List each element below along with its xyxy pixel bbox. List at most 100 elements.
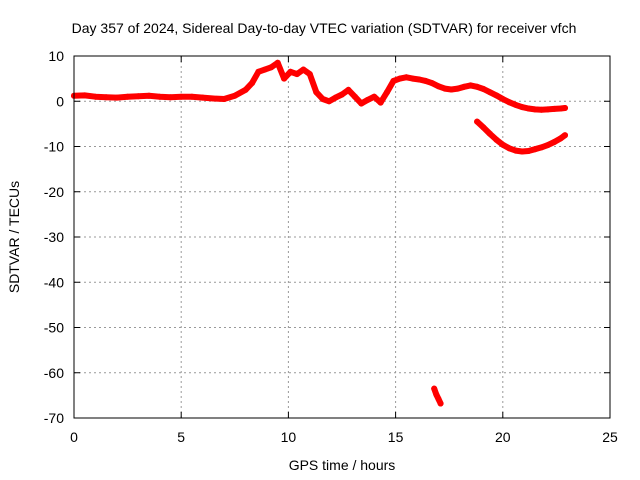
data-point xyxy=(261,66,268,73)
data-point xyxy=(313,89,320,96)
x-axis-label: GPS time / hours xyxy=(289,457,396,473)
data-point xyxy=(326,98,333,105)
data-point xyxy=(306,71,313,78)
data-point xyxy=(532,106,538,113)
data-point xyxy=(538,106,545,113)
data-point xyxy=(474,118,481,125)
data-point xyxy=(351,93,358,100)
data-point xyxy=(358,100,365,107)
data-point xyxy=(294,71,300,78)
data-point xyxy=(268,64,275,71)
y-tick-labels: 10 0 -10 -20 -30 -40 -50 -60 -70 xyxy=(44,48,64,426)
data-point xyxy=(525,148,532,154)
data-point xyxy=(364,96,371,103)
data-point xyxy=(486,130,493,137)
data-point xyxy=(178,93,185,100)
data-point xyxy=(81,92,88,99)
data-point xyxy=(551,139,558,145)
data-point xyxy=(199,94,206,101)
data-point xyxy=(188,93,195,100)
data-point xyxy=(512,101,519,108)
data-point xyxy=(562,132,568,139)
y-tick-label: -70 xyxy=(44,410,64,426)
data-point xyxy=(544,106,551,113)
data-point xyxy=(480,86,487,92)
y-tick-label: -30 xyxy=(44,229,64,245)
data-point xyxy=(544,142,551,149)
data-point xyxy=(390,77,397,84)
data-point xyxy=(437,400,444,407)
x-tick-label: 15 xyxy=(388,429,404,445)
data-point xyxy=(499,141,506,148)
y-tick-label: 0 xyxy=(56,93,64,109)
data-point xyxy=(377,99,384,106)
data-point xyxy=(486,89,493,96)
data-point xyxy=(435,83,442,90)
data-point xyxy=(431,385,438,392)
data-point xyxy=(255,68,262,75)
y-tick-label: -20 xyxy=(44,184,64,200)
data-point xyxy=(422,77,429,84)
data-point xyxy=(319,96,326,102)
data-point xyxy=(467,82,474,89)
x-tick-label: 0 xyxy=(70,429,78,445)
data-point xyxy=(403,74,410,81)
data-point xyxy=(506,99,513,106)
y-axis-label: SDTVAR / TECUs xyxy=(6,181,22,293)
data-series xyxy=(71,59,568,407)
data-point xyxy=(167,94,174,101)
data-point xyxy=(493,136,500,143)
series-line-main xyxy=(71,59,568,113)
data-point xyxy=(92,93,99,100)
y-tick-label: -10 xyxy=(44,139,64,155)
data-point xyxy=(135,93,142,100)
data-point xyxy=(461,83,468,90)
data-point xyxy=(287,68,294,75)
data-point xyxy=(441,85,448,92)
data-point xyxy=(210,95,217,102)
data-point xyxy=(493,92,500,99)
x-tick-label: 5 xyxy=(177,429,185,445)
grid-lines xyxy=(74,56,610,418)
data-point xyxy=(506,145,513,152)
y-tick-label: -60 xyxy=(44,365,64,381)
y-tick-label: 10 xyxy=(48,48,64,64)
data-point xyxy=(435,396,442,402)
data-point xyxy=(433,391,440,398)
data-point xyxy=(396,75,403,82)
y-tick-label: -50 xyxy=(44,320,64,336)
data-point xyxy=(249,80,255,87)
data-point xyxy=(499,96,506,102)
data-point xyxy=(221,96,228,102)
data-point xyxy=(345,86,352,93)
data-point xyxy=(231,92,238,99)
data-point xyxy=(562,105,568,111)
data-point xyxy=(409,75,416,82)
data-point xyxy=(281,75,288,82)
data-point xyxy=(300,66,307,73)
data-point xyxy=(371,93,378,100)
data-point xyxy=(532,146,538,153)
data-point xyxy=(416,76,423,83)
axis-ticks xyxy=(73,55,611,419)
data-point xyxy=(448,86,455,93)
data-point xyxy=(519,148,526,155)
chart-title: Day 357 of 2024, Sidereal Day-to-day VTE… xyxy=(72,20,577,36)
data-point xyxy=(538,144,545,151)
data-point xyxy=(525,105,532,112)
data-point xyxy=(156,93,163,100)
x-tick-labels: 0 5 10 15 20 25 xyxy=(70,429,618,445)
x-tick-label: 20 xyxy=(495,429,511,445)
data-point xyxy=(429,80,435,87)
data-point xyxy=(551,105,558,112)
data-point xyxy=(274,59,281,66)
data-point xyxy=(519,104,526,111)
data-point xyxy=(242,86,249,93)
data-point xyxy=(454,85,461,92)
data-point xyxy=(124,93,131,100)
data-point xyxy=(384,89,390,96)
data-point xyxy=(146,92,152,99)
data-point xyxy=(103,94,110,101)
data-point xyxy=(557,135,564,142)
